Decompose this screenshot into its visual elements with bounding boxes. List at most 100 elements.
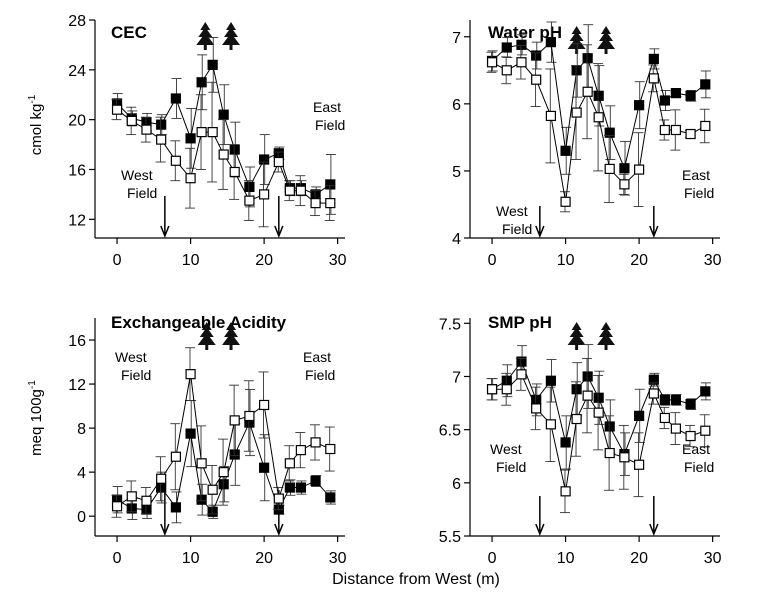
data-point-open <box>571 107 582 118</box>
y-axis-label-superscript: -1 <box>27 380 38 389</box>
data-point-open <box>670 423 681 434</box>
data-point-open <box>593 112 604 123</box>
axes: 0 4 8 12 16 0 10 20 30 <box>68 318 347 567</box>
data-point-open <box>634 459 645 470</box>
panel-title: SMP pH <box>488 313 552 332</box>
data-point-open <box>218 467 229 478</box>
data-point-open <box>604 163 615 175</box>
data-point-filled <box>218 479 229 490</box>
tree-trunk <box>203 45 207 50</box>
y-tick-label: 6.5 <box>439 423 461 440</box>
west-field-label-line2: Field <box>127 185 157 201</box>
data-point-filled <box>259 154 270 165</box>
y-axis-label-text: meq 100g <box>28 389 45 456</box>
data-point-filled <box>196 494 207 505</box>
y-tick-label: 0 <box>77 509 86 526</box>
west-field-label-line1: West <box>121 167 153 183</box>
data-point-filled <box>571 65 582 76</box>
x-tick-label: 30 <box>704 252 722 269</box>
y-tick-label: 4 <box>77 465 86 482</box>
data-point-open <box>141 124 152 135</box>
data-point-open <box>501 65 512 76</box>
x-tick-label: 20 <box>630 550 648 567</box>
x-tick-label: 30 <box>329 252 347 269</box>
data-point-open <box>700 120 711 132</box>
x-tick-label: 30 <box>329 550 347 567</box>
data-point-open <box>531 74 542 85</box>
data-point-filled <box>325 179 336 190</box>
west-field-label-line2: Field <box>496 459 526 475</box>
y-tick-label: 6 <box>452 476 461 493</box>
data-point-filled <box>516 39 527 50</box>
east-field-label-line2: Field <box>315 117 345 133</box>
data-point-filled <box>582 371 593 382</box>
boundary-arrow-head <box>649 225 659 239</box>
data-point-open <box>284 458 295 469</box>
tree-trunk <box>229 345 233 350</box>
data-point-open <box>126 491 137 502</box>
tree-canopy <box>196 22 215 45</box>
data-point-filled <box>593 392 604 403</box>
data-point-open <box>185 173 196 184</box>
data-point-filled <box>310 475 321 487</box>
data-marks <box>486 21 711 239</box>
y-tick-label: 8 <box>77 421 86 438</box>
data-point-open <box>244 195 255 206</box>
tree-icon <box>597 26 616 54</box>
data-point-open <box>141 495 152 506</box>
data-point-filled <box>634 410 645 421</box>
data-point-open <box>295 185 306 196</box>
data-point-open <box>244 410 255 422</box>
x-tick-label: 10 <box>182 550 200 567</box>
tree-icon <box>197 322 216 350</box>
data-point-open <box>516 369 527 380</box>
data-point-open <box>310 198 321 209</box>
data-point-filled <box>207 506 218 517</box>
data-point-open <box>229 415 240 426</box>
x-tick-label: 0 <box>488 550 497 567</box>
data-point-open <box>648 73 659 84</box>
y-tick-label: 16 <box>68 162 86 179</box>
tree-canopy <box>197 322 216 345</box>
y-axis-label-cec: cmol kg-1 <box>27 94 45 155</box>
data-point-filled <box>545 375 556 386</box>
boundary-arrow-head <box>274 225 284 239</box>
x-tick-label: 0 <box>113 550 122 567</box>
west-field-label-line1: West <box>115 349 147 365</box>
y-tick-label: 12 <box>68 212 86 229</box>
y-tick-label: 7.5 <box>439 316 461 333</box>
data-point-filled <box>685 399 696 410</box>
tree-trunk <box>604 49 608 54</box>
boundary-arrow-head <box>160 523 170 537</box>
boundary-arrow-head <box>535 523 545 537</box>
data-point-filled <box>229 144 240 155</box>
east-field-label-line1: East <box>303 349 331 365</box>
data-point-open <box>170 155 181 166</box>
data-point-filled <box>501 42 512 53</box>
data-point-filled <box>185 428 196 439</box>
tree-icon <box>567 26 586 54</box>
data-point-filled <box>156 482 167 493</box>
panel-title: CEC <box>111 23 147 42</box>
y-axis-label-superscript: -1 <box>27 94 38 103</box>
data-point-open <box>259 189 270 200</box>
panel-cec: CEC 12 16 20 24 28 0 10 20 30 West Field East Field <box>68 13 346 269</box>
data-point-open <box>582 390 593 401</box>
data-point-filled <box>571 384 582 395</box>
data-point-open <box>571 413 582 425</box>
tree-canopy <box>222 322 241 345</box>
data-point-filled <box>700 79 711 90</box>
data-marks <box>111 322 336 537</box>
data-point-open <box>218 149 229 160</box>
y-tick-label: 16 <box>68 333 86 350</box>
data-point-open <box>634 164 645 175</box>
y-tick-label: 20 <box>68 113 86 130</box>
data-point-open <box>501 384 512 395</box>
data-point-open <box>486 57 498 68</box>
tree-icon <box>222 322 241 350</box>
boundary-arrow-head <box>274 523 284 537</box>
data-point-open <box>685 430 696 442</box>
data-point-open <box>156 473 167 484</box>
y-tick-label: 5.5 <box>439 529 461 546</box>
data-point-open <box>659 412 670 424</box>
